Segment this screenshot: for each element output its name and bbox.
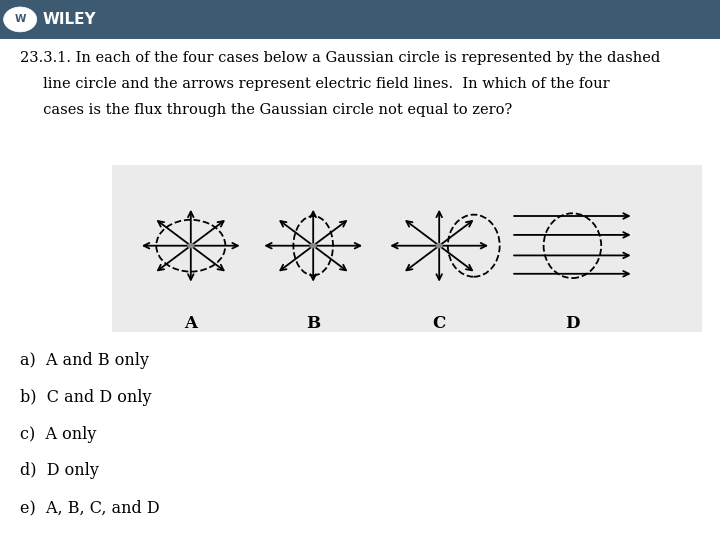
Circle shape (310, 243, 317, 248)
Text: e)  A, B, C, and D: e) A, B, C, and D (20, 499, 160, 516)
Text: a)  A and B only: a) A and B only (20, 352, 149, 369)
Text: C: C (433, 315, 446, 333)
Circle shape (436, 243, 443, 248)
Text: 23.3.1. In each of the four cases below a Gaussian circle is represented by the : 23.3.1. In each of the four cases below … (20, 51, 660, 65)
Circle shape (187, 243, 194, 248)
Text: b)  C and D only: b) C and D only (20, 389, 152, 406)
Text: d)  D only: d) D only (20, 462, 99, 479)
Text: W: W (14, 15, 26, 24)
Text: A: A (184, 315, 197, 333)
Circle shape (4, 7, 37, 32)
Text: line circle and the arrows represent electric field lines.  In which of the four: line circle and the arrows represent ele… (20, 77, 610, 91)
Text: c)  A only: c) A only (20, 426, 96, 442)
Text: cases is the flux through the Gaussian circle not equal to zero?: cases is the flux through the Gaussian c… (20, 103, 513, 117)
Text: B: B (306, 315, 320, 333)
Bar (0, 0, 720, 39)
Bar (112, 165, 702, 332)
Text: WILEY: WILEY (42, 12, 96, 27)
Text: D: D (565, 315, 580, 333)
